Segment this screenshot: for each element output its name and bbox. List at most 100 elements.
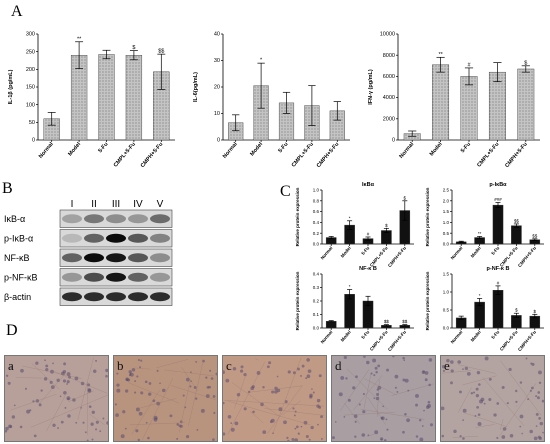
blot-band: [62, 233, 82, 243]
nucleus: [262, 430, 267, 435]
blot-band: [84, 292, 104, 302]
nucleus: [375, 396, 380, 401]
nucleus: [309, 395, 313, 399]
bar: [488, 71, 506, 141]
nucleus: [450, 369, 454, 373]
nucleus: [477, 422, 482, 427]
nucleus: [190, 380, 192, 382]
tissue-fiber: [475, 424, 495, 428]
y-tick-label: 300: [26, 32, 35, 38]
nucleus: [102, 417, 105, 420]
nucleus: [75, 421, 78, 424]
nucleus: [87, 383, 91, 387]
tissue-fiber: [367, 433, 375, 437]
blot-band: [62, 253, 82, 263]
nucleus: [134, 380, 137, 382]
nucleus: [362, 410, 366, 414]
tissue-fiber: [38, 373, 66, 405]
nucleus: [223, 370, 225, 375]
nucleus: [496, 436, 499, 440]
nucleus: [116, 372, 119, 375]
nucleus: [383, 439, 387, 441]
tissue-fiber: [367, 396, 386, 425]
y-tick-label: 4000: [383, 95, 395, 101]
significance-mark: **: [438, 52, 443, 58]
nucleus: [40, 389, 43, 392]
nucleus: [66, 372, 71, 376]
bar: [492, 204, 504, 245]
nucleus: [292, 407, 295, 410]
bar: [432, 64, 450, 141]
nucleus: [509, 434, 514, 438]
blot-band: [150, 272, 170, 282]
x-tick-label: CMPL+5-Fu: [499, 329, 519, 351]
blot-band: [62, 292, 82, 302]
y-tick-label: 0.0: [313, 326, 320, 331]
nucleus: [424, 371, 429, 375]
y-axis-label: Relative protein expression: [425, 271, 430, 330]
nucleus: [35, 361, 39, 365]
significance-mark: $$: [384, 319, 390, 324]
nucleus: [161, 388, 166, 393]
nucleus: [212, 395, 216, 398]
y-tick-label: 2000: [383, 116, 395, 122]
y-axis-label: Relative protein expression: [295, 271, 300, 330]
y-tick-label: 0.4: [313, 220, 320, 225]
nucleus: [88, 405, 92, 408]
tissue-fiber: [264, 408, 325, 416]
bar: [460, 76, 478, 141]
nucleus: [115, 413, 119, 417]
nucleus: [38, 403, 42, 407]
nucleus: [306, 374, 311, 379]
nucleus: [308, 438, 311, 441]
micrograph-label: a: [8, 358, 14, 373]
nucleus: [352, 386, 356, 390]
nucleus: [274, 390, 278, 394]
nucleus: [106, 421, 108, 425]
nucleus: [519, 425, 522, 428]
nucleus: [262, 386, 265, 389]
nucleus: [538, 381, 542, 385]
nucleus: [501, 385, 505, 390]
nucleus: [424, 378, 428, 382]
nucleus: [189, 385, 192, 388]
nucleus: [294, 427, 297, 430]
blot-band: [84, 214, 104, 224]
western-blot: I II III IV V IκB-α p-IκB-α NF-κB p-NF-κB β-actin: [0, 199, 175, 310]
nucleus: [429, 423, 434, 427]
nucleus: [307, 369, 312, 374]
nucleus: [474, 415, 477, 417]
nucleus: [52, 423, 56, 427]
x-tick-label: Model: [340, 245, 352, 258]
significance-mark: #: [367, 231, 370, 236]
nucleus: [66, 383, 68, 385]
nucleus: [80, 406, 83, 409]
chart-title: NF-κ B: [359, 266, 377, 272]
tissue-fiber: [515, 405, 518, 407]
y-axis-label: IL-1β (pg/mL): [8, 69, 14, 104]
x-tick-label: Model: [340, 329, 352, 342]
nucleus: [152, 399, 156, 403]
x-tick-label: Model: [67, 141, 82, 157]
nucleus: [26, 409, 31, 414]
y-tick-label: 0.0: [443, 326, 450, 331]
nucleus: [441, 406, 445, 411]
nucleus: [332, 436, 335, 440]
significance-mark: *: [260, 58, 263, 64]
nucleus: [428, 358, 433, 362]
x-tick-label: 5-Fu: [360, 329, 370, 340]
nucleus: [196, 428, 199, 431]
y-axis-label: Relative protein expression: [295, 187, 300, 246]
nucleus: [529, 429, 533, 434]
nucleus: [57, 427, 59, 429]
nucleus: [140, 359, 143, 362]
nucleus: [122, 410, 126, 414]
nucleus: [287, 370, 291, 374]
micrograph-b: b: [113, 355, 218, 442]
nucleus: [45, 368, 49, 372]
bar: [98, 54, 115, 141]
nucleus: [271, 390, 275, 394]
nucleus: [475, 387, 479, 391]
nucleus: [91, 410, 95, 414]
nucleus: [537, 435, 541, 439]
